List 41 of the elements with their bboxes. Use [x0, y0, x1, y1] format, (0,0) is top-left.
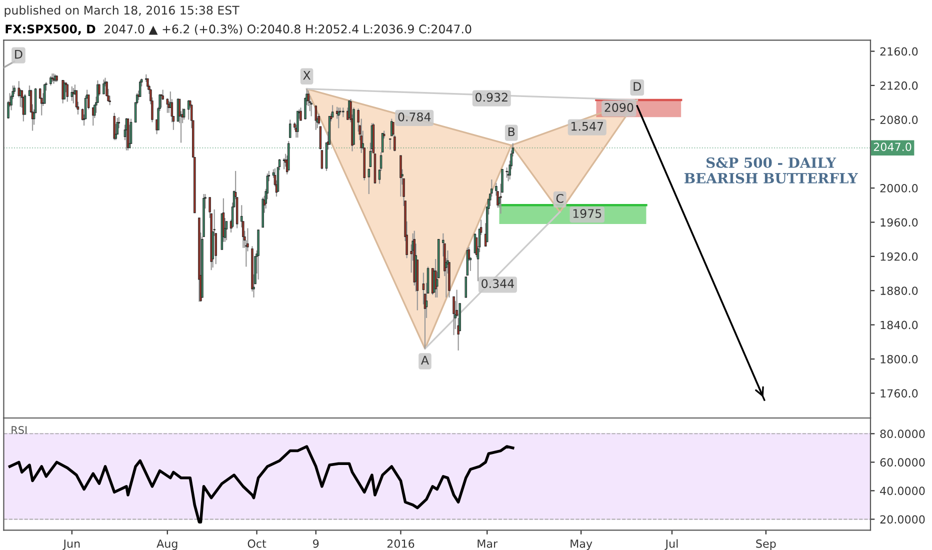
y-tick-label: 1920.0	[880, 252, 918, 261]
annotation: B	[508, 127, 515, 136]
annotation: 1975	[573, 209, 602, 218]
text: published on March 18, 2016 15:38 EST	[4, 6, 240, 17]
x-tick-label: Mar	[478, 540, 498, 548]
annotation: 1.547	[572, 122, 604, 131]
x-tick-label: Jun	[62, 540, 80, 550]
x-tick-label: Sep	[756, 539, 776, 550]
annotation: D	[15, 50, 22, 59]
chart-subtitle: 2047.0 ▲ +6.2 (+0.3%) O:2040.8 H:2052.4 L:2036.9 C:2047.0	[104, 24, 472, 35]
annotation: C	[556, 194, 564, 203]
y-tick-label: 1760.0	[880, 389, 918, 398]
y-tick-label: 2160.0	[880, 47, 918, 56]
y-tick-label: 2080.0	[880, 116, 918, 124]
y-tick-label: 1840.0	[880, 320, 918, 330]
annotation: 0.344	[482, 279, 514, 288]
ref-line-label: 2047.0	[874, 142, 912, 152]
y-tick-label: 80.0000	[880, 430, 925, 438]
annotation: 0.784	[398, 112, 431, 122]
annotation: 2090	[604, 103, 634, 112]
y-tick-label: 2000.0	[880, 184, 918, 192]
annotation: S&P 500 - DAILY BEARISH BUTTERFLY	[684, 157, 858, 184]
x-tick-label: Jul	[664, 539, 678, 550]
y-tick-label: 1880.0	[880, 286, 918, 296]
annotation: D	[634, 82, 641, 91]
chart-title: FX:SPX500, D	[6, 24, 96, 35]
x-tick-label: 2016	[387, 539, 414, 548]
x-tick-label: Oct	[248, 539, 266, 548]
y-tick-label: 1800.0	[880, 354, 918, 364]
y-tick-label: 1960.0	[880, 218, 918, 227]
y-tick-label: 20.0000	[880, 515, 925, 524]
annotation: 0.932	[476, 92, 508, 102]
x-tick-label: Aug	[156, 540, 178, 550]
y-tick-label: 40.0000	[880, 486, 925, 496]
x-tick-label: May	[570, 540, 592, 550]
y-tick-label: 2120.0	[880, 81, 918, 90]
y-tick-label: 60.0000	[880, 458, 925, 467]
text: RSI	[12, 426, 27, 434]
annotation: X	[303, 71, 310, 80]
x-tick-label: 9	[313, 539, 319, 548]
annotation: A	[421, 356, 429, 365]
